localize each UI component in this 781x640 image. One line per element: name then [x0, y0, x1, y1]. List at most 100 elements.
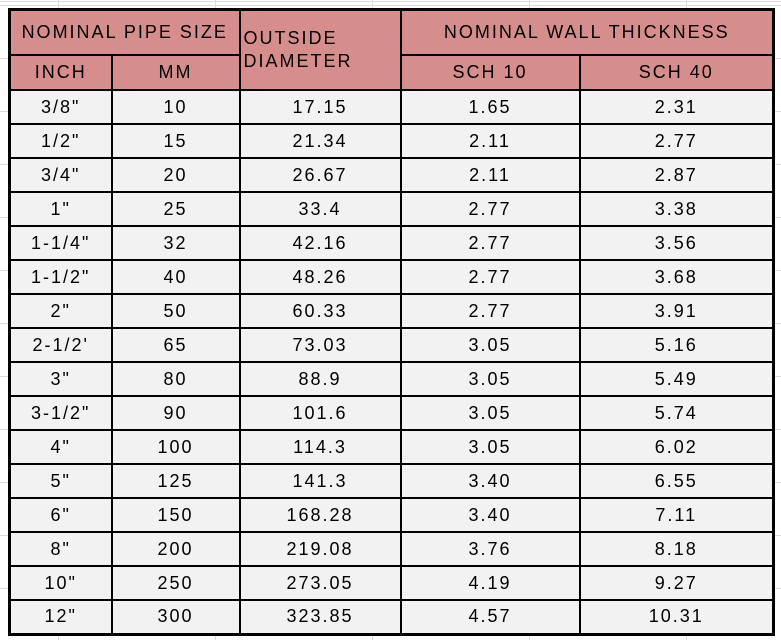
cell-inch: 1-1/4" [8, 225, 113, 261]
cell-inch: 4" [8, 429, 113, 465]
cell-sch10: 3.05 [399, 395, 581, 431]
cell-sch40: 6.55 [578, 463, 775, 499]
cell-sch10: 2.77 [399, 225, 581, 261]
cell-mm: 100 [110, 429, 241, 465]
cell-mm: 15 [110, 123, 241, 159]
table-row: 5" 125 141.3 3.40 6.55 [8, 463, 775, 499]
header-outside-diameter: OUTSIDE DIAMETER [238, 8, 402, 91]
table-row: 2-1/2' 65 73.03 3.05 5.16 [8, 327, 775, 363]
pipe-size-table: NOMINAL PIPE SIZE OUTSIDE DIAMETER NOMIN… [8, 8, 775, 636]
cell-sch10: 2.77 [399, 191, 581, 227]
table-row: 10" 250 273.05 4.19 9.27 [8, 565, 775, 601]
header-outside-diameter-line1: OUTSIDE [243, 28, 338, 48]
table-row: 3/8" 10 17.15 1.65 2.31 [8, 89, 775, 125]
cell-sch40: 2.87 [578, 157, 775, 193]
table-row: 6" 150 168.28 3.40 7.11 [8, 497, 775, 533]
table-header: NOMINAL PIPE SIZE OUTSIDE DIAMETER NOMIN… [8, 8, 775, 91]
header-mm: MM [110, 54, 241, 91]
cell-outside-diameter: 17.15 [238, 89, 402, 125]
cell-sch40: 3.68 [578, 259, 775, 295]
cell-outside-diameter: 323.85 [238, 599, 402, 635]
cell-mm: 125 [110, 463, 241, 499]
table-row: 1" 25 33.4 2.77 3.38 [8, 191, 775, 227]
cell-outside-diameter: 273.05 [238, 565, 402, 601]
cell-sch40: 2.31 [578, 89, 775, 125]
header-outside-diameter-line2: DIAMETER [243, 51, 353, 71]
cell-outside-diameter: 73.03 [238, 327, 402, 363]
cell-mm: 200 [110, 531, 241, 567]
cell-sch10: 2.11 [399, 157, 581, 193]
cell-inch: 2-1/2' [8, 327, 113, 363]
table-row: 8" 200 219.08 3.76 8.18 [8, 531, 775, 567]
table-row: 3/4" 20 26.67 2.11 2.87 [8, 157, 775, 193]
cell-sch10: 4.19 [399, 565, 581, 601]
cell-sch10: 2.77 [399, 259, 581, 295]
header-inch: INCH [8, 54, 113, 91]
cell-sch40: 8.18 [578, 531, 775, 567]
cell-sch10: 3.05 [399, 327, 581, 363]
cell-sch10: 4.57 [399, 599, 581, 635]
cell-inch: 10" [8, 565, 113, 601]
table-row: 3" 80 88.9 3.05 5.49 [8, 361, 775, 397]
header-nominal-wall-thickness: NOMINAL WALL THICKNESS [399, 8, 775, 56]
cell-sch40: 5.49 [578, 361, 775, 397]
cell-outside-diameter: 21.34 [238, 123, 402, 159]
cell-sch10: 3.05 [399, 429, 581, 465]
cell-mm: 80 [110, 361, 241, 397]
cell-inch: 8" [8, 531, 113, 567]
table-row: 1-1/2" 40 48.26 2.77 3.68 [8, 259, 775, 295]
cell-mm: 50 [110, 293, 241, 329]
cell-sch10: 1.65 [399, 89, 581, 125]
table-row: 4" 100 114.3 3.05 6.02 [8, 429, 775, 465]
cell-sch10: 2.77 [399, 293, 581, 329]
cell-outside-diameter: 26.67 [238, 157, 402, 193]
cell-outside-diameter: 42.16 [238, 225, 402, 261]
cell-inch: 1/2" [8, 123, 113, 159]
cell-inch: 3" [8, 361, 113, 397]
cell-mm: 40 [110, 259, 241, 295]
cell-inch: 5" [8, 463, 113, 499]
cell-sch40: 7.11 [578, 497, 775, 533]
cell-mm: 65 [110, 327, 241, 363]
table-row: 12" 300 323.85 4.57 10.31 [8, 599, 775, 635]
table-row: 1/2" 15 21.34 2.11 2.77 [8, 123, 775, 159]
cell-mm: 10 [110, 89, 241, 125]
cell-outside-diameter: 60.33 [238, 293, 402, 329]
cell-inch: 6" [8, 497, 113, 533]
cell-sch40: 5.74 [578, 395, 775, 431]
cell-inch: 3/8" [8, 89, 113, 125]
cell-sch40: 3.56 [578, 225, 775, 261]
table-row: 3-1/2" 90 101.6 3.05 5.74 [8, 395, 775, 431]
cell-outside-diameter: 33.4 [238, 191, 402, 227]
header-sch40: SCH 40 [578, 54, 775, 91]
cell-mm: 20 [110, 157, 241, 193]
header-group-row: NOMINAL PIPE SIZE OUTSIDE DIAMETER NOMIN… [8, 8, 775, 91]
header-subcolumn-row: INCH MM SCH 10 SCH 40 [8, 54, 775, 91]
cell-mm: 32 [110, 225, 241, 261]
cell-sch40: 2.77 [578, 123, 775, 159]
cell-inch: 12" [8, 599, 113, 635]
cell-inch: 1-1/2" [8, 259, 113, 295]
cell-sch40: 3.38 [578, 191, 775, 227]
cell-inch: 3/4" [8, 157, 113, 193]
cell-outside-diameter: 48.26 [238, 259, 402, 295]
cell-sch40: 5.16 [578, 327, 775, 363]
cell-mm: 90 [110, 395, 241, 431]
cell-sch40: 10.31 [578, 599, 775, 635]
cell-sch10: 3.76 [399, 531, 581, 567]
cell-outside-diameter: 141.3 [238, 463, 402, 499]
cell-inch: 3-1/2" [8, 395, 113, 431]
table-row: 1-1/4" 32 42.16 2.77 3.56 [8, 225, 775, 261]
cell-sch40: 3.91 [578, 293, 775, 329]
header-sch10: SCH 10 [399, 54, 581, 91]
cell-sch40: 9.27 [578, 565, 775, 601]
cell-sch10: 3.40 [399, 497, 581, 533]
cell-mm: 300 [110, 599, 241, 635]
cell-sch10: 2.11 [399, 123, 581, 159]
cell-mm: 250 [110, 565, 241, 601]
table-body: 3/8" 10 17.15 1.65 2.31 1/2" 15 21.34 2.… [8, 89, 775, 635]
cell-mm: 150 [110, 497, 241, 533]
cell-outside-diameter: 219.08 [238, 531, 402, 567]
cell-outside-diameter: 168.28 [238, 497, 402, 533]
header-nominal-pipe-size: NOMINAL PIPE SIZE [8, 8, 241, 56]
